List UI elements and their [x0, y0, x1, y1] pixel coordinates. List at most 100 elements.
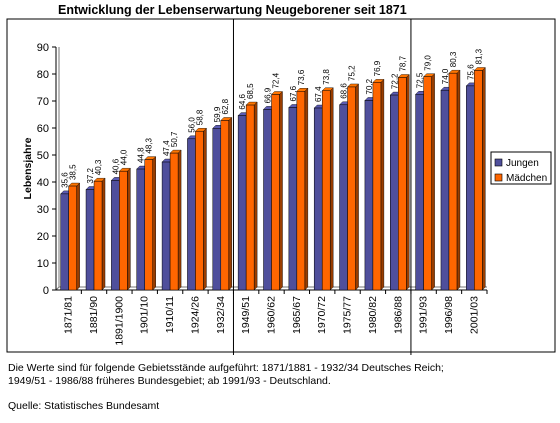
x-tick-label: 1980/82 — [367, 296, 379, 334]
bar-maedchen — [423, 76, 432, 291]
bar-maedchen — [321, 90, 331, 291]
legend-swatch-jungen — [494, 158, 503, 167]
bar-jungen — [364, 100, 374, 291]
y-tick-label: 50 — [37, 150, 49, 162]
bar-maedchen — [93, 180, 103, 291]
data-label: 62,8 — [221, 98, 230, 114]
bar-maedchen — [474, 70, 483, 291]
data-label: 70,2 — [365, 78, 374, 94]
bar-jungen — [60, 193, 69, 291]
bar-side — [76, 182, 80, 291]
chart-title: Entwicklung der Lebenserwartung Neugebor… — [58, 3, 407, 17]
data-label: 66,9 — [264, 87, 273, 103]
x-tick-label: 1910/11 — [164, 296, 176, 333]
data-label: 38,5 — [69, 164, 78, 180]
data-label: 75,6 — [466, 64, 475, 80]
y-tick-label: 70 — [37, 96, 49, 108]
x-tick-label: 1891/1900 — [113, 296, 125, 346]
data-label: 50,7 — [170, 131, 179, 147]
y-tick-label: 10 — [37, 258, 49, 270]
bar-side — [330, 87, 334, 291]
y-tick-label: 20 — [37, 231, 49, 243]
bar-maedchen — [169, 152, 179, 291]
x-tick-label: 2001/03 — [468, 296, 480, 334]
source-note: Quelle: Statistisches Bundesamt — [8, 400, 160, 412]
bar-maedchen — [245, 104, 255, 291]
data-label: 59,9 — [213, 106, 222, 122]
data-label: 40,6 — [111, 158, 120, 174]
data-label: 73,8 — [322, 69, 331, 85]
data-label: 73,6 — [297, 69, 306, 85]
x-tick-label: 1881/90 — [88, 296, 100, 334]
data-label: 44,8 — [137, 147, 146, 163]
data-label: 67,6 — [289, 85, 298, 101]
data-label: 79,0 — [424, 55, 433, 71]
data-label: 58,8 — [195, 109, 204, 125]
data-label: 68,6 — [340, 83, 349, 99]
bar-jungen — [390, 94, 399, 291]
bar-jungen — [85, 189, 95, 291]
footnote-line-2: 1949/51 - 1986/88 früheres Bundesgebiet;… — [8, 375, 331, 387]
bar-side — [482, 67, 486, 291]
y-tick-label: 0 — [43, 285, 49, 297]
x-tick-label: 1932/34 — [215, 296, 227, 334]
x-tick-label: 1949/51 — [240, 296, 252, 334]
bar-side — [152, 156, 156, 291]
legend-label-maedchen: Mädchen — [506, 173, 547, 184]
bar-jungen — [263, 109, 272, 291]
data-label: 72,4 — [272, 72, 281, 88]
bar-side — [456, 69, 461, 291]
data-label: 56,0 — [187, 117, 196, 133]
bar-jungen — [136, 168, 145, 291]
bar-side — [304, 87, 309, 291]
bar-side — [279, 91, 283, 291]
x-tick-label: 1970/72 — [316, 296, 328, 334]
data-label: 44,0 — [119, 149, 128, 165]
bar-maedchen — [271, 94, 280, 291]
footnote-line-1: Die Werte sind für folgende Gebietsständ… — [8, 362, 444, 374]
bar-maedchen — [68, 185, 77, 291]
bar-jungen — [288, 107, 298, 291]
x-tick-label: 1901/10 — [139, 296, 151, 334]
x-tick-label: 1924/26 — [189, 296, 201, 334]
bar-maedchen — [398, 77, 407, 291]
x-tick-label: 1996/98 — [443, 296, 455, 334]
y-tick-label: 30 — [37, 204, 49, 216]
y-tick-label: 80 — [37, 69, 49, 81]
bar-side — [101, 177, 106, 291]
bar-jungen — [339, 104, 348, 291]
data-label: 48,3 — [145, 137, 154, 153]
bar-side — [177, 149, 182, 291]
bar-side — [253, 101, 258, 291]
x-tick-label: 1991/93 — [418, 296, 430, 334]
y-tick-label: 90 — [37, 42, 49, 54]
x-tick-label: 1871/81 — [63, 296, 75, 334]
data-label: 35,6 — [61, 172, 70, 188]
bar-jungen — [237, 115, 247, 291]
data-label: 67,4 — [314, 86, 323, 102]
bar-maedchen — [296, 91, 306, 291]
bar-maedchen — [448, 72, 458, 291]
bar-jungen — [313, 107, 323, 291]
bar-jungen — [161, 161, 171, 291]
y-tick-label: 40 — [37, 177, 49, 189]
y-axis-title: Lebensjahre — [22, 137, 34, 199]
x-tick-label: 1960/62 — [266, 296, 278, 334]
data-label: 37,2 — [86, 167, 95, 183]
data-label: 64,6 — [238, 93, 247, 109]
bar-jungen — [111, 180, 120, 291]
bar-maedchen — [195, 130, 204, 291]
bar-side — [203, 127, 207, 291]
data-label: 47,4 — [162, 140, 171, 156]
data-label: 75,2 — [348, 65, 357, 81]
data-label: 72,5 — [416, 72, 425, 88]
chart-frame — [6, 18, 556, 353]
bar-maedchen — [119, 170, 128, 291]
bar-side — [355, 83, 359, 291]
bar-maedchen — [347, 86, 356, 291]
bar-jungen — [187, 138, 196, 291]
legend-label-jungen: Jungen — [506, 158, 539, 169]
data-label: 40,3 — [94, 159, 103, 175]
bar-maedchen — [372, 82, 382, 291]
data-label: 72,2 — [390, 73, 399, 89]
